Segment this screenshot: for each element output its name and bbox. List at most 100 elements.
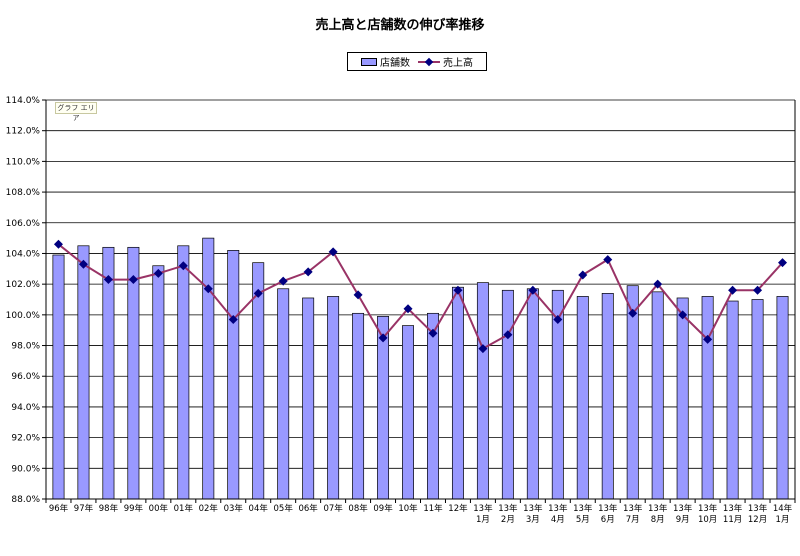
legend-item-stores: 店舗数 bbox=[361, 54, 410, 69]
bar-stores bbox=[177, 245, 190, 500]
bar-stores bbox=[377, 316, 390, 500]
y-tick-label: 100.0% bbox=[6, 311, 41, 321]
x-tick-label-month: 4月 bbox=[551, 515, 565, 525]
point-sales bbox=[528, 285, 538, 295]
legend-label-sales: 売上高 bbox=[443, 58, 473, 69]
point-sales bbox=[703, 334, 713, 344]
bar-stores bbox=[776, 296, 789, 500]
point-sales bbox=[53, 239, 63, 249]
bar-stores bbox=[726, 300, 739, 500]
point-sales bbox=[178, 261, 188, 271]
point-sales bbox=[278, 276, 288, 286]
y-tick-label: 108.0% bbox=[6, 188, 41, 198]
x-tick-label: 13年 bbox=[698, 503, 718, 514]
bar-stores bbox=[277, 288, 290, 500]
bar-stores bbox=[676, 297, 689, 500]
x-tick-label: 06年 bbox=[298, 503, 318, 514]
x-tick-label: 00年 bbox=[149, 503, 169, 514]
y-tick-label: 104.0% bbox=[6, 249, 41, 259]
point-sales bbox=[753, 285, 763, 295]
x-tick-label-month: 10月 bbox=[698, 515, 717, 525]
y-tick-label: 94.0% bbox=[11, 403, 40, 413]
x-tick-label-month: 1月 bbox=[476, 515, 490, 525]
x-tick-label: 13年 bbox=[648, 503, 668, 514]
point-sales bbox=[103, 275, 113, 285]
bar-stores bbox=[501, 289, 514, 500]
bar-stores bbox=[651, 291, 664, 500]
x-tick-label: 10年 bbox=[398, 503, 418, 514]
x-tick-label: 03年 bbox=[224, 503, 244, 514]
y-tick-label: 92.0% bbox=[11, 434, 40, 444]
point-sales bbox=[603, 255, 613, 265]
x-tick-label: 14年 bbox=[773, 503, 793, 514]
x-tick-label: 12年 bbox=[448, 503, 468, 514]
bar-stores bbox=[526, 288, 539, 500]
y-tick-label: 90.0% bbox=[11, 464, 40, 474]
bar-stores bbox=[127, 246, 140, 500]
bar-stores bbox=[701, 296, 714, 500]
x-tick-label: 13年 bbox=[523, 503, 543, 514]
chart-area-tag: グラフ エリア bbox=[55, 102, 97, 122]
x-tick-label-month: 7月 bbox=[626, 515, 640, 525]
y-tick-label: 106.0% bbox=[6, 219, 41, 229]
point-sales bbox=[128, 275, 138, 285]
y-tick-label: 98.0% bbox=[11, 342, 40, 352]
bar-stores bbox=[427, 312, 439, 500]
bar-stores bbox=[52, 254, 65, 500]
y-tick-label: 112.0% bbox=[6, 127, 41, 137]
x-tick-label: 96年 bbox=[49, 503, 69, 514]
x-tick-label-month: 9月 bbox=[676, 515, 690, 525]
bar-stores bbox=[402, 325, 414, 500]
x-tick-label-month: 11月 bbox=[723, 515, 742, 525]
x-tick-label: 11年 bbox=[423, 503, 443, 514]
x-tick-label-month: 3月 bbox=[526, 515, 540, 525]
bar-stores bbox=[102, 246, 115, 500]
x-tick-label: 13年 bbox=[598, 503, 618, 514]
bar-stores bbox=[352, 312, 365, 500]
x-tick-label: 04年 bbox=[249, 503, 269, 514]
legend-bar-swatch bbox=[361, 57, 377, 66]
bar-stores bbox=[227, 250, 240, 500]
x-tick-label-month: 12月 bbox=[748, 515, 767, 525]
point-sales bbox=[778, 258, 788, 268]
x-tick-label: 05年 bbox=[274, 503, 294, 514]
bar-stores bbox=[751, 299, 764, 500]
point-sales bbox=[378, 333, 388, 343]
point-sales bbox=[653, 279, 663, 289]
point-sales bbox=[353, 290, 363, 300]
x-tick-label: 13年 bbox=[548, 503, 568, 514]
point-sales bbox=[228, 314, 238, 324]
chart-legend: 店舗数 売上高 bbox=[347, 52, 487, 71]
bar-stores bbox=[327, 296, 340, 500]
point-sales bbox=[253, 288, 263, 298]
point-sales bbox=[578, 270, 588, 280]
x-tick-label: 13年 bbox=[748, 503, 768, 514]
x-tick-label-month: 8月 bbox=[651, 515, 665, 525]
x-tick-label: 13年 bbox=[623, 503, 643, 514]
point-sales bbox=[503, 330, 513, 340]
point-sales bbox=[328, 247, 338, 257]
x-tick-label: 98年 bbox=[99, 503, 119, 514]
point-sales bbox=[78, 259, 88, 269]
x-tick-label: 99年 bbox=[124, 503, 144, 514]
point-sales bbox=[153, 268, 163, 278]
y-tick-label: 96.0% bbox=[11, 372, 40, 382]
point-sales bbox=[428, 328, 438, 338]
x-tick-label-month: 5月 bbox=[576, 515, 590, 525]
bar-stores bbox=[476, 282, 489, 500]
point-sales bbox=[403, 304, 413, 314]
x-tick-label: 07年 bbox=[323, 503, 343, 514]
x-tick-label: 13年 bbox=[573, 503, 593, 514]
x-tick-label: 13年 bbox=[673, 503, 693, 514]
legend-item-sales: 売上高 bbox=[418, 54, 473, 69]
point-sales bbox=[478, 344, 488, 354]
legend-label-stores: 店舗数 bbox=[380, 58, 410, 69]
x-tick-label-month: 2月 bbox=[501, 515, 515, 525]
x-tick-label: 13年 bbox=[723, 503, 743, 514]
point-sales bbox=[628, 308, 638, 318]
x-tick-label: 09年 bbox=[373, 503, 393, 514]
chart-title: 売上高と店舗数の伸び率推移 bbox=[315, 18, 485, 33]
x-tick-label: 08年 bbox=[348, 503, 368, 514]
point-sales bbox=[303, 267, 313, 277]
